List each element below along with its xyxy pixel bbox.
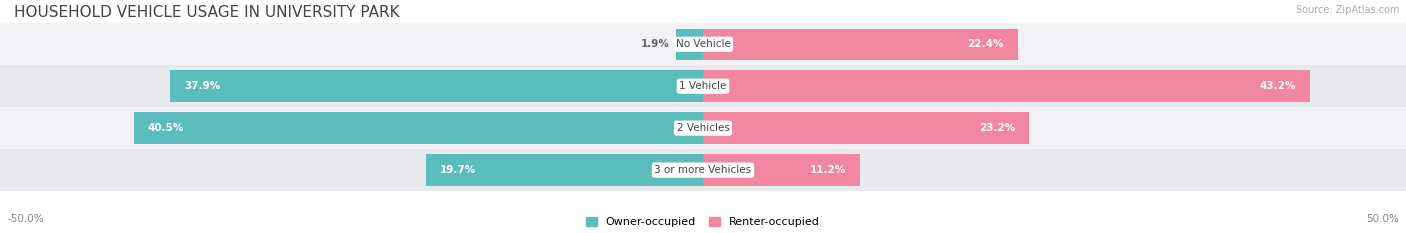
Bar [703,113,1029,144]
Text: 50.0%: 50.0% [1367,214,1399,224]
Text: 3 or more Vehicles: 3 or more Vehicles [654,165,752,175]
Text: HOUSEHOLD VEHICLE USAGE IN UNIVERSITY PARK: HOUSEHOLD VEHICLE USAGE IN UNIVERSITY PA… [14,5,399,20]
Text: -50.0%: -50.0% [7,214,44,224]
Bar [170,71,703,102]
Bar [703,154,860,186]
Bar [676,29,703,60]
Text: 11.2%: 11.2% [810,165,846,175]
Text: 43.2%: 43.2% [1260,81,1296,91]
Text: 19.7%: 19.7% [440,165,477,175]
Text: No Vehicle: No Vehicle [675,39,731,49]
Text: 37.9%: 37.9% [184,81,221,91]
Text: 2 Vehicles: 2 Vehicles [676,123,730,133]
Bar [0,107,1406,149]
Text: 40.5%: 40.5% [148,123,184,133]
Bar [703,29,1018,60]
Bar [426,154,703,186]
Bar [0,149,1406,191]
Legend: Owner-occupied, Renter-occupied: Owner-occupied, Renter-occupied [586,217,820,227]
Text: Source: ZipAtlas.com: Source: ZipAtlas.com [1295,5,1399,15]
Text: 1 Vehicle: 1 Vehicle [679,81,727,91]
Text: 1.9%: 1.9% [640,39,669,49]
Text: 22.4%: 22.4% [967,39,1004,49]
Bar [134,113,703,144]
Bar [703,71,1310,102]
Bar [0,65,1406,107]
Text: 23.2%: 23.2% [979,123,1015,133]
Bar [0,23,1406,65]
